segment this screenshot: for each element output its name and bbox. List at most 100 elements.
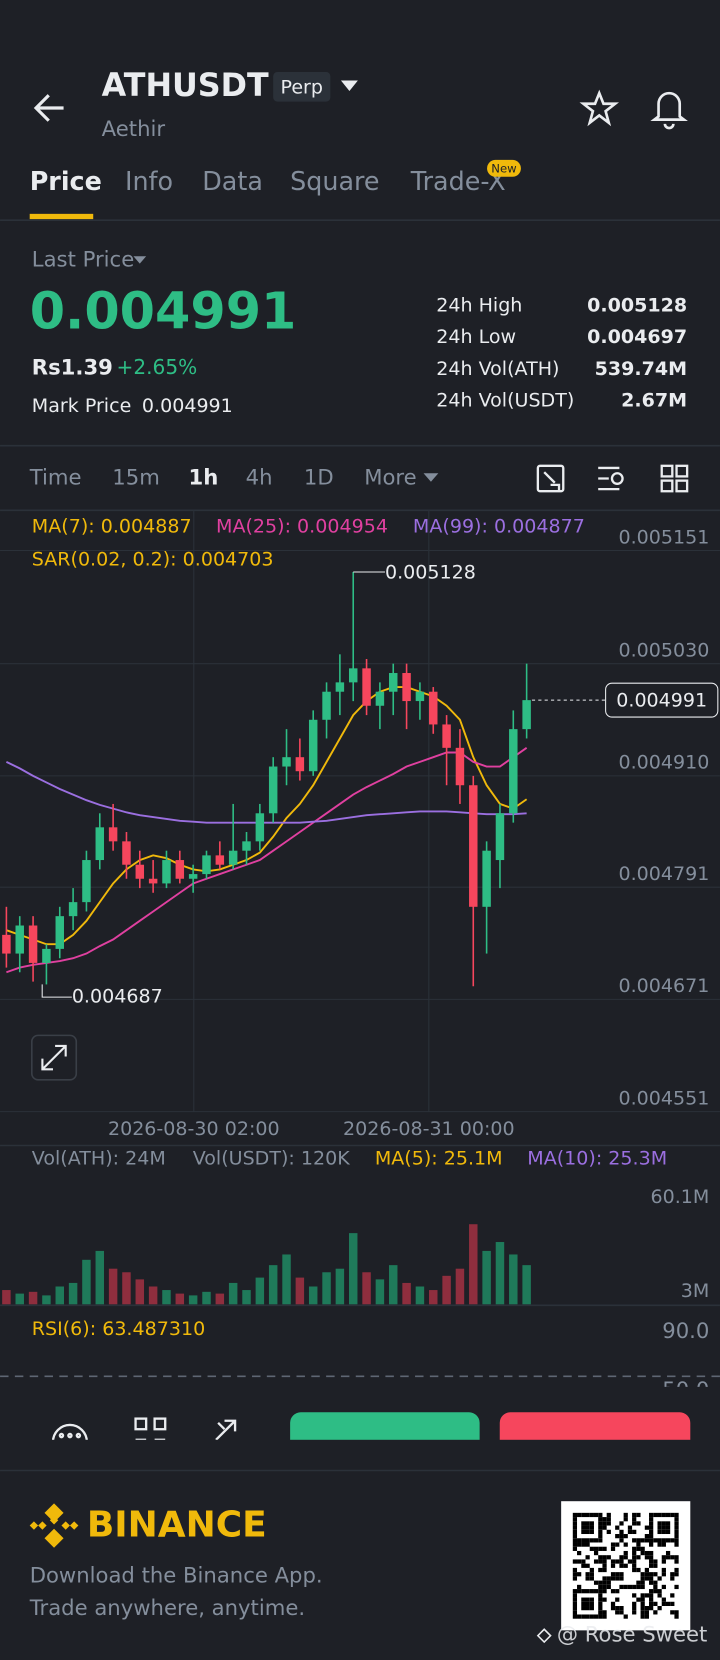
tab-underline bbox=[29, 213, 94, 220]
qr-module bbox=[589, 1601, 594, 1607]
volume-bar bbox=[135, 1279, 145, 1305]
qr-module bbox=[619, 1559, 624, 1564]
dropdown[interactable] bbox=[133, 256, 147, 264]
qr-module bbox=[661, 1597, 666, 1602]
qr-module bbox=[674, 1559, 679, 1564]
qr-module bbox=[632, 1538, 637, 1543]
candle-body bbox=[255, 813, 265, 842]
candle-body bbox=[509, 729, 518, 814]
qr-module bbox=[649, 1538, 654, 1543]
qr-module bbox=[572, 1593, 578, 1598]
tab[interactable]: Square bbox=[290, 166, 379, 196]
volume-bar bbox=[68, 1282, 78, 1305]
qr-module bbox=[593, 1538, 599, 1543]
volume-bar bbox=[215, 1293, 225, 1305]
dropdown[interactable] bbox=[340, 80, 358, 92]
back-button[interactable] bbox=[33, 94, 64, 122]
qr-module bbox=[598, 1529, 603, 1535]
qr-module bbox=[610, 1559, 616, 1564]
tool-icons[interactable] bbox=[536, 464, 689, 493]
qr-module bbox=[589, 1572, 594, 1577]
qr-module bbox=[644, 1610, 650, 1615]
x-tick-label: 2026-08-30 02:00 bbox=[108, 1118, 280, 1140]
tab[interactable]: Data bbox=[202, 166, 263, 196]
qr-module bbox=[585, 1512, 590, 1518]
qr-module bbox=[598, 1555, 603, 1560]
qr-module bbox=[640, 1576, 645, 1581]
qr-module bbox=[581, 1529, 586, 1535]
tabs: Price Info Data Square Trade-X bbox=[30, 166, 506, 196]
favorite[interactable] bbox=[579, 89, 619, 127]
interval[interactable]: 15m bbox=[112, 465, 160, 490]
qr-module bbox=[585, 1538, 590, 1543]
indicator-label: MA(99): 0.004877 bbox=[413, 516, 585, 538]
qr-module bbox=[670, 1555, 675, 1560]
qr-module bbox=[577, 1584, 582, 1590]
interval[interactable]: 4h bbox=[246, 465, 273, 490]
qr-module bbox=[632, 1529, 637, 1535]
qr-module bbox=[598, 1538, 603, 1543]
qr-module bbox=[649, 1555, 654, 1560]
candle-body bbox=[322, 691, 331, 720]
qr-module bbox=[644, 1534, 650, 1539]
qr-module bbox=[606, 1580, 611, 1585]
volume-label: Vol(USDT): 120K bbox=[193, 1148, 351, 1170]
volume-bar bbox=[469, 1224, 478, 1305]
qr-module bbox=[572, 1534, 578, 1539]
qr-module bbox=[602, 1589, 607, 1594]
volume-bar bbox=[268, 1265, 278, 1305]
interval[interactable]: More bbox=[364, 465, 416, 490]
indicator-label: MA(7): 0.004887 bbox=[32, 516, 192, 538]
qr-module bbox=[632, 1601, 637, 1607]
qr-module bbox=[670, 1572, 675, 1577]
qr-module bbox=[653, 1572, 658, 1577]
qr-module bbox=[644, 1606, 650, 1611]
qr-module bbox=[572, 1529, 578, 1535]
last-price: 0.004991 bbox=[30, 281, 297, 340]
qr-module bbox=[619, 1534, 624, 1539]
qr-module bbox=[572, 1546, 578, 1551]
candle-body bbox=[282, 757, 291, 767]
qr-module bbox=[598, 1512, 603, 1518]
qr-module bbox=[589, 1614, 594, 1619]
stat-value: 0.004697 bbox=[587, 326, 687, 348]
qr-module bbox=[657, 1576, 662, 1581]
qr-pattern bbox=[572, 1512, 679, 1619]
coin-name: Aethir bbox=[102, 116, 166, 141]
qr-module bbox=[636, 1538, 641, 1543]
qr-module bbox=[632, 1593, 637, 1598]
qr-module bbox=[602, 1610, 607, 1615]
qr-module bbox=[649, 1597, 654, 1602]
interval[interactable]: Time bbox=[29, 465, 82, 490]
qr-module bbox=[619, 1606, 624, 1611]
volume-label: Vol(ATH): 24M bbox=[32, 1148, 166, 1170]
qr-module bbox=[649, 1521, 654, 1526]
qr-module bbox=[657, 1512, 662, 1518]
interval[interactable]: 1h bbox=[188, 465, 218, 490]
candle-body bbox=[215, 855, 225, 865]
candle-body bbox=[348, 668, 358, 683]
qr-module bbox=[585, 1529, 590, 1535]
volume-bar bbox=[108, 1268, 118, 1305]
expand-button[interactable] bbox=[31, 1034, 78, 1081]
qr-module bbox=[649, 1559, 654, 1564]
qr-module bbox=[598, 1593, 603, 1598]
stat-label: 24h High bbox=[436, 294, 522, 316]
qr-module bbox=[670, 1512, 675, 1518]
qr-module bbox=[674, 1584, 679, 1590]
qr-module bbox=[653, 1563, 658, 1568]
tab[interactable]: Info bbox=[125, 166, 173, 196]
interval[interactable]: 1D bbox=[304, 465, 334, 490]
qr-module bbox=[674, 1555, 679, 1560]
qr-module bbox=[657, 1529, 662, 1535]
alert[interactable] bbox=[650, 91, 688, 130]
qr-module bbox=[598, 1584, 603, 1590]
qr-module bbox=[585, 1542, 590, 1547]
qr-module bbox=[653, 1589, 658, 1594]
qr-module bbox=[636, 1597, 641, 1602]
dropdown[interactable] bbox=[423, 473, 439, 482]
tab[interactable]: Price bbox=[30, 166, 102, 196]
qr-module bbox=[572, 1576, 578, 1581]
qr-module bbox=[572, 1521, 578, 1526]
